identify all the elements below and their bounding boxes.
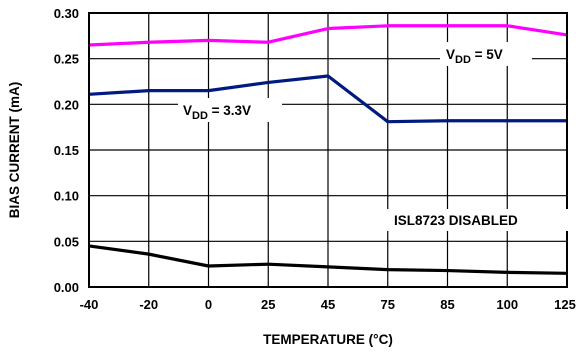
series-line-isl8723-disabled (88, 244, 568, 275)
x-tick-label: 45 (321, 297, 335, 312)
y-tick-labels: 0.00 0.05 0.10 0.15 0.20 0.25 0.30 (54, 6, 79, 295)
y-tick-label: 0.05 (54, 234, 79, 249)
y-tick-label: 0.00 (54, 280, 79, 295)
series-group (88, 24, 568, 275)
plot-frame (88, 12, 568, 288)
y-tick-label: 0.10 (54, 189, 79, 204)
disabled-label: ISL8723 DISABLED (394, 213, 518, 228)
y-tick-label: 0.25 (54, 52, 79, 67)
x-tick-label: 100 (496, 297, 518, 312)
x-tick-label: 75 (381, 297, 395, 312)
x-axis-title: TEMPERATURE (°C) (263, 332, 393, 347)
vdd5-label: VDD = 5V (446, 47, 503, 66)
x-tick-label: 85 (440, 297, 454, 312)
x-tick-label: -20 (139, 297, 158, 312)
x-tick-labels: -40 -20 0 25 45 75 85 100 125 (80, 297, 576, 312)
series-line-vdd-3-3v (88, 74, 567, 124)
y-axis-title: BIAS CURRENT (mA) (7, 82, 22, 219)
y-tick-label: 0.15 (54, 143, 79, 158)
vdd33-label-bg (178, 98, 282, 122)
vdd33-label: VDD = 3.3V (183, 103, 251, 122)
vdd5-label-bg (440, 42, 532, 66)
x-tick-label: 0 (205, 297, 212, 312)
series-line-vdd-5v (88, 24, 568, 47)
x-tick-label: -40 (80, 297, 99, 312)
x-tick-label: 25 (261, 297, 275, 312)
disabled-label-bg (386, 209, 568, 231)
y-tick-label: 0.30 (54, 6, 79, 21)
y-tick-label: 0.20 (54, 97, 79, 112)
x-tick-label: 125 (554, 297, 576, 312)
